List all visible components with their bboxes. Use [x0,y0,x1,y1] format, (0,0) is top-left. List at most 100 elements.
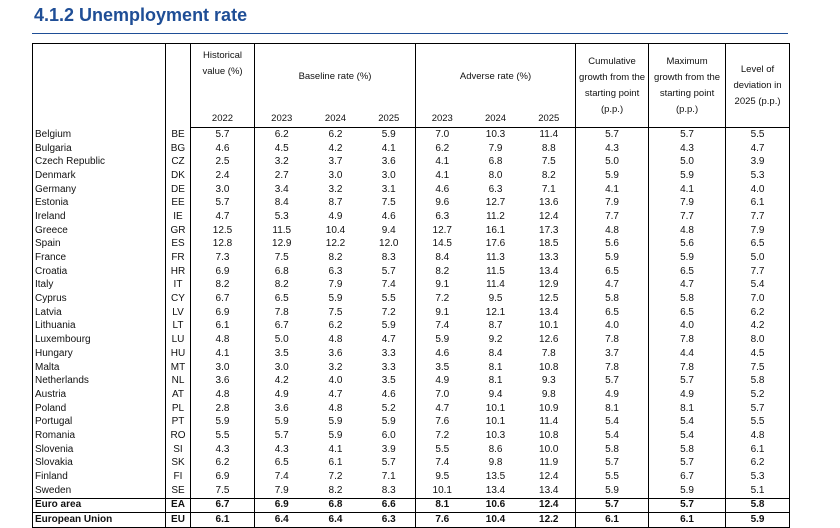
value-cell: 10.4 [325,224,346,236]
table-row: Estonia EE 5.7 8.4 8.7 7.5 9.6 12.7 13.6 7.9 7.9 6.… [32,196,790,211]
value-cell: 5.4 [648,429,727,443]
value-cell: 11.5 [272,224,292,236]
value-cell: 3.3 [362,347,417,361]
value-cell: 4.7 [750,142,765,154]
value-cell: 4.3 [575,141,650,156]
value-cell: 5.8 [648,292,727,306]
year-label: 2024 [468,110,523,128]
header-cell: Cumulative growth from the starting poin… [575,43,650,128]
value-cell: 7.7 [648,210,727,224]
value-cell: 5.9 [362,415,417,430]
value-cell: 7.3 [190,251,255,265]
country-code: EU [165,512,191,528]
value-cell: 5.8 [575,292,650,306]
country-code: BE [165,127,191,142]
value-cell: 3.3 [362,360,417,375]
country-name: Greece [32,223,166,238]
value-cell: 10.6 [468,497,523,513]
value-cell: 9.8 [522,388,577,402]
value-cell: 7.7 [750,210,765,222]
country-code: CY [165,292,191,306]
value-cell: 4.0 [648,319,727,334]
country-name: Austria [32,388,166,402]
country-name: Netherlands [32,374,166,389]
country-code: LV [165,305,191,320]
value-cell: 4.0 [575,319,650,334]
value-cell: 12.8 [190,237,255,252]
value-cell: 3.0 [328,169,343,181]
value-cell: 7.5 [274,252,289,264]
value-cell: 12.7 [485,197,506,209]
year-row: 2022 2023 2024 2025 2023 2024 2025 [33,110,790,128]
value-cell: 5.3 [750,169,765,181]
country-name: Malta [32,360,166,375]
value-cell: 17.3 [522,223,577,238]
table-row: Italy IT 8.2 8.2 7.9 7.4 9.1 11.4 12.9 4.7 4.7 5.4 [32,278,790,293]
value-cell: 4.2 [274,375,289,387]
value-cell: 11.9 [522,456,577,471]
value-cell: 7.8 [575,360,650,375]
table-row: Belgium BE 5.7 6.2 6.2 5.9 7.0 10.3 11.4 5.7 5.7 5.… [32,127,790,142]
value-cell: 12.9 [522,278,577,293]
value-cell: 9.6 [435,197,450,209]
country-code: HR [165,264,191,279]
value-cell: 5.7 [750,402,765,414]
table-row: Bulgaria BG 4.6 4.5 4.2 4.1 6.2 7.9 8.8 4.3 4.3 4.7 [32,141,790,156]
year-label: 2025 [362,110,417,128]
value-cell: 3.6 [190,374,255,389]
value-cell: 16.1 [485,224,506,236]
country-name: Germany [32,182,166,197]
value-cell: 6.9 [190,470,255,484]
value-cell: 6.1 [190,319,255,334]
value-cell: 7.9 [488,142,503,154]
country-code: LU [165,333,191,347]
value-cell: 3.2 [328,183,343,195]
table-row: Luxembourg LU 4.8 5.0 4.8 4.7 5.9 9.2 12.6 7.8 7.8… [32,333,790,347]
value-cell: 13.4 [522,483,577,499]
value-cell: 4.6 [435,347,450,359]
value-cell: 12.6 [522,333,577,347]
value-cell: 4.6 [362,388,417,402]
table-row: European Union EU 6.1 6.4 6.4 6.3 7.6 10.4 12.2 6… [32,512,790,528]
country-name: Belgium [32,127,166,142]
value-cell: 4.8 [328,402,343,414]
year-label: 2023 [415,110,469,128]
value-cell: 5.4 [648,415,727,430]
value-cell: 6.5 [575,264,650,279]
value-cell: 10.3 [485,128,506,140]
country-code: HU [165,347,191,361]
value-cell: 6.5 [274,293,289,305]
value-cell: 5.7 [575,374,650,389]
value-cell: 4.9 [328,210,343,222]
value-cell: 10.1 [432,484,452,496]
value-cell: 5.8 [725,497,790,513]
value-cell: 18.5 [522,237,577,252]
table-body: Belgium BE 5.7 6.2 6.2 5.9 7.0 10.3 11.4 5.7 5.7 5.… [32,127,790,528]
value-cell: 5.7 [274,429,289,441]
table-row: Sweden SE 7.5 7.9 8.2 8.3 10.1 13.4 13.4 5.9 5.9 5.… [32,483,790,499]
table-row: Latvia LV 6.9 7.8 7.5 7.2 9.1 12.1 13.4 6.5 6.5 6.2 [32,305,790,320]
value-cell: 5.2 [362,401,417,416]
country-code: AT [165,388,191,402]
value-cell: 7.6 [435,416,450,428]
value-cell: 5.7 [362,264,417,279]
table-row: Finland FI 6.9 7.4 7.2 7.1 9.5 13.5 12.4 5.5 6.7 5.… [32,470,790,484]
value-cell: 8.2 [328,484,343,496]
value-cell: 5.9 [575,251,650,265]
value-cell: 5.5 [362,292,417,306]
value-cell: 4.0 [328,375,343,387]
country-code: MT [165,360,191,375]
table-row: Euro area EA 6.7 6.9 6.8 6.6 8.1 10.6 12.4 5.7 5.7… [32,497,790,513]
country-code: DK [165,169,191,183]
value-cell: 13.4 [522,305,577,320]
value-cell: 5.5 [750,128,765,140]
value-cell: 6.9 [190,264,255,279]
value-cell: 7.2 [328,471,343,483]
value-cell: 6.8 [488,156,503,168]
value-cell: 8.4 [488,347,503,359]
value-cell: 11.4 [522,127,577,142]
value-cell: 3.0 [274,361,289,373]
country-name: Croatia [32,264,166,279]
value-cell: 6.2 [750,306,765,318]
value-cell: 14.5 [432,238,452,250]
